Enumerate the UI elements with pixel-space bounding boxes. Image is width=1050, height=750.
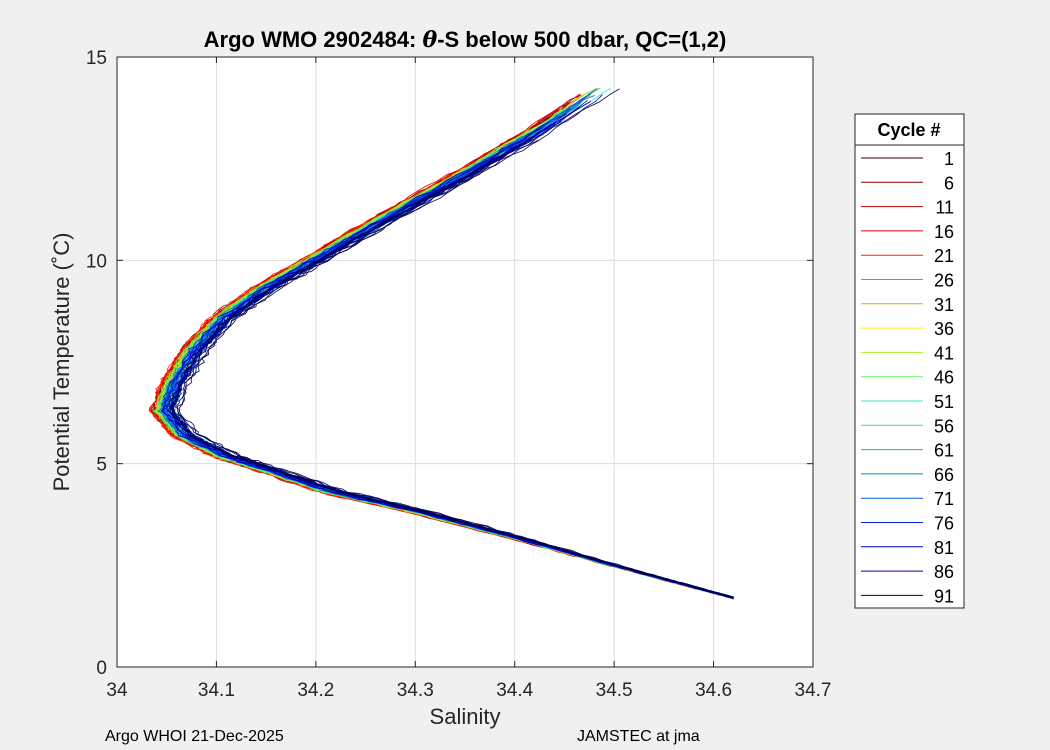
x-tick-label: 34.3 bbox=[397, 680, 434, 701]
legend-label-46: 46 bbox=[934, 368, 954, 388]
x-tick-label: 34.2 bbox=[297, 680, 334, 701]
profile-line-cycle-91 bbox=[178, 88, 734, 600]
legend-label-76: 76 bbox=[934, 514, 954, 534]
legend-label-61: 61 bbox=[934, 441, 954, 461]
legend-label-71: 71 bbox=[934, 489, 954, 509]
legend-title: Cycle # bbox=[877, 120, 940, 140]
x-tick-label: 34.5 bbox=[596, 680, 633, 701]
y-axis-label: Potential Temperature (˚C) bbox=[49, 233, 74, 492]
y-tick-label: 0 bbox=[96, 658, 107, 679]
legend-label-6: 6 bbox=[944, 173, 954, 193]
profile-line-cycle-81 bbox=[160, 128, 734, 598]
series-lines bbox=[148, 87, 734, 600]
title-prefix: Argo WMO 2902484: bbox=[204, 27, 423, 52]
chart-title: Argo WMO 2902484: θ-S below 500 dbar, QC… bbox=[204, 27, 727, 53]
plot-frame bbox=[116, 56, 814, 668]
x-tick-label: 34.7 bbox=[795, 680, 832, 701]
profile-line-cycle-86 bbox=[170, 113, 734, 599]
legend-label-31: 31 bbox=[934, 295, 954, 315]
legend-label-81: 81 bbox=[934, 538, 954, 558]
legend-label-91: 91 bbox=[934, 586, 954, 606]
legend-label-56: 56 bbox=[934, 416, 954, 436]
x-axis-label: Salinity bbox=[430, 704, 501, 729]
x-tick-label: 34.4 bbox=[496, 680, 533, 701]
x-tick-label: 34.1 bbox=[198, 680, 235, 701]
footer-left: Argo WHOI 21-Dec-2025 bbox=[105, 728, 284, 745]
plot-area bbox=[117, 57, 813, 667]
legend-label-51: 51 bbox=[934, 392, 954, 412]
title-suffix: -S below 500 dbar, QC=(1,2) bbox=[437, 27, 726, 52]
legend-label-26: 26 bbox=[934, 271, 954, 291]
x-tick-label: 34.6 bbox=[695, 680, 732, 701]
legend: Cycle # 16111621263136414651566166717681… bbox=[854, 113, 965, 609]
legend-label-66: 66 bbox=[934, 465, 954, 485]
y-tick-label: 15 bbox=[86, 48, 107, 69]
y-tick-label: 10 bbox=[86, 251, 107, 272]
profile-line-cycle-91 bbox=[172, 154, 734, 599]
legend-label-11: 11 bbox=[935, 198, 954, 218]
legend-label-1: 1 bbox=[944, 149, 954, 169]
y-tick-label: 5 bbox=[96, 455, 107, 476]
x-tick-label: 34 bbox=[106, 680, 128, 701]
profile-line-cycle-81 bbox=[161, 121, 734, 599]
legend-label-36: 36 bbox=[934, 319, 954, 339]
title-theta: θ bbox=[423, 27, 438, 53]
legend-box bbox=[854, 113, 965, 609]
legend-label-41: 41 bbox=[934, 343, 954, 363]
legend-label-86: 86 bbox=[934, 562, 954, 582]
axis-ticks bbox=[116, 56, 814, 668]
tick-labels: 34 34.1 34.2 34.3 34.4 34.5 34.6 34.7 0 5 10 15 bbox=[86, 48, 832, 701]
footer-right: JAMSTEC at jma bbox=[577, 728, 700, 745]
legend-label-21: 21 bbox=[934, 246, 954, 266]
legend-label-16: 16 bbox=[934, 222, 954, 242]
